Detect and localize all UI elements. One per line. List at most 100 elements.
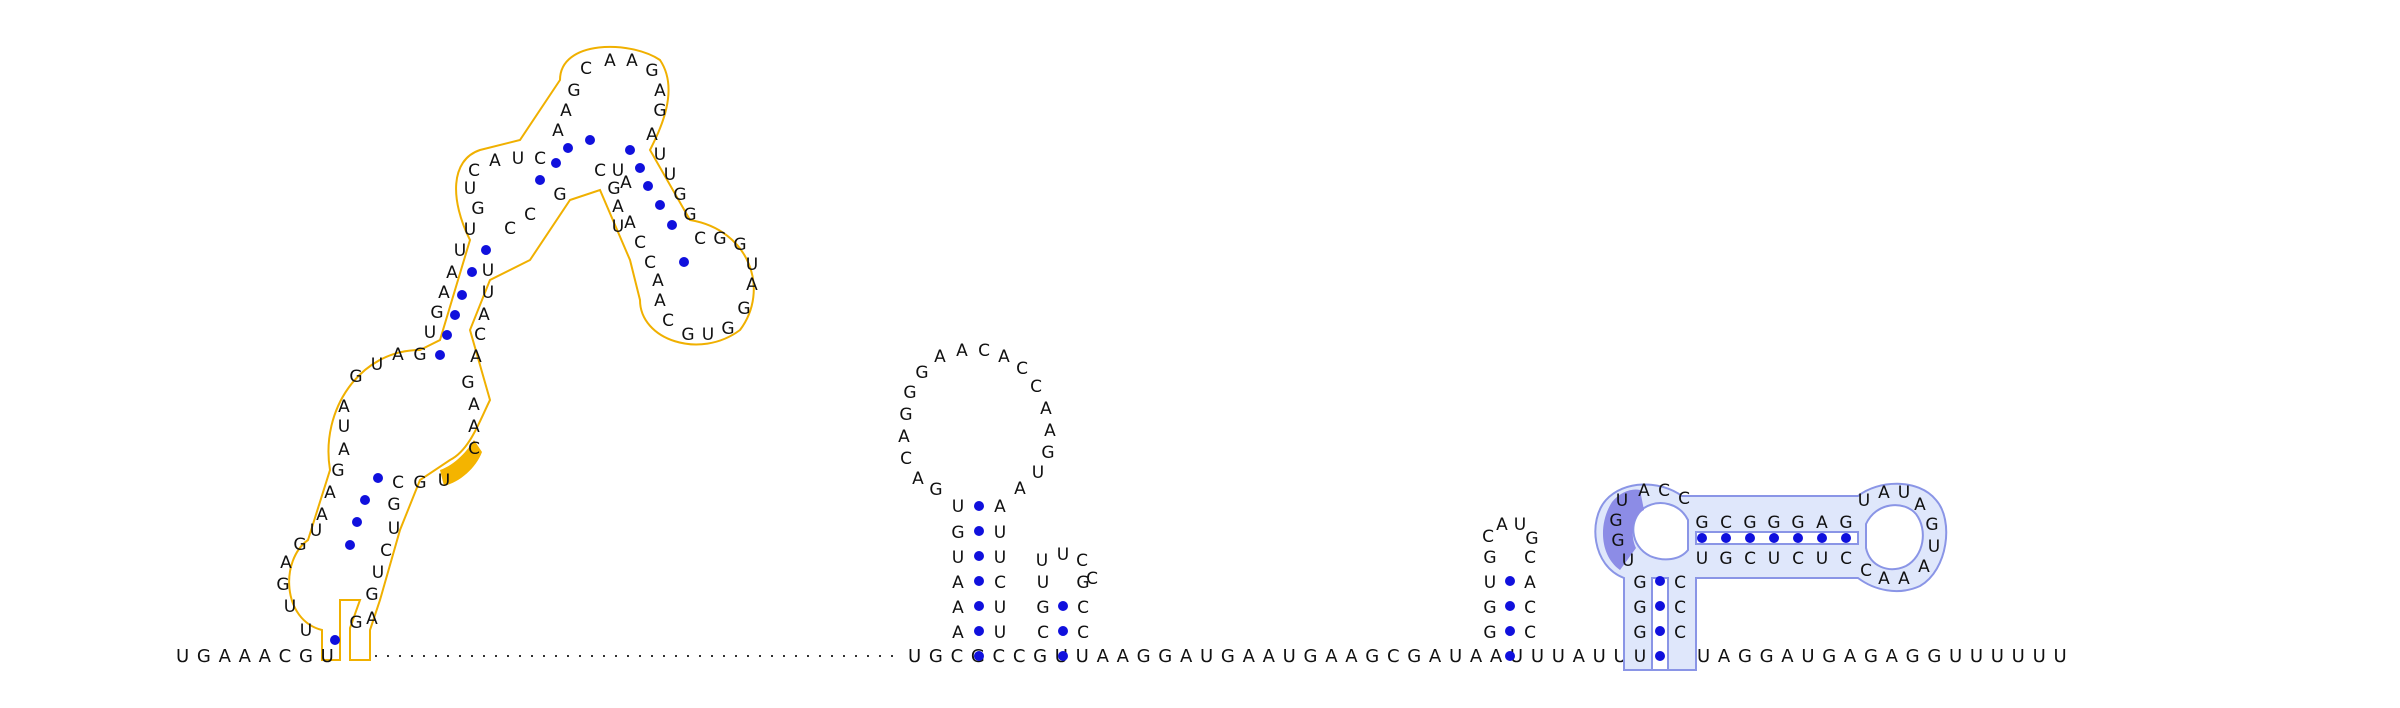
svg-text:U: U xyxy=(338,417,350,437)
svg-text:G: G xyxy=(413,473,426,493)
svg-text:C: C xyxy=(1037,623,1049,643)
svg-text:G: G xyxy=(1076,573,1089,593)
svg-text:G: G xyxy=(645,61,658,81)
svg-text:G: G xyxy=(471,199,484,219)
svg-text:A: A xyxy=(446,263,458,283)
svg-text:C: C xyxy=(1792,549,1804,569)
svg-text:G: G xyxy=(899,405,912,425)
svg-text:A: A xyxy=(438,283,450,303)
svg-text:G: G xyxy=(1695,513,1708,533)
svg-text:C: C xyxy=(1086,569,1098,589)
svg-text:G: G xyxy=(673,185,686,205)
svg-text:A: A xyxy=(952,573,964,593)
svg-text:G: G xyxy=(713,229,726,249)
svg-text:A: A xyxy=(952,598,964,618)
svg-text:U: U xyxy=(1037,573,1049,593)
svg-text:U: U xyxy=(464,179,476,199)
svg-text:A: A xyxy=(392,345,404,365)
svg-text:G: G xyxy=(1525,529,1538,549)
svg-text:G: G xyxy=(1483,548,1496,568)
svg-text:C: C xyxy=(1674,623,1686,643)
svg-text:U: U xyxy=(300,621,312,641)
svg-text:U: U xyxy=(994,548,1006,568)
middle-hairpin-pair-dots xyxy=(974,501,984,661)
svg-text:U: U xyxy=(372,563,384,583)
svg-text:C: C xyxy=(1524,548,1536,568)
svg-text:A: A xyxy=(316,505,328,525)
svg-text:C: C xyxy=(1840,549,1852,569)
svg-text:C: C xyxy=(594,161,606,181)
svg-text:G: G xyxy=(567,81,580,101)
svg-text:G: G xyxy=(929,480,942,500)
svg-text:A: A xyxy=(624,213,636,233)
svg-text:A: A xyxy=(1044,421,1056,441)
blue-right-loop xyxy=(1865,504,1924,571)
svg-text:C: C xyxy=(1077,598,1089,618)
svg-text:C: C xyxy=(1720,513,1732,533)
svg-text:U: U xyxy=(1616,491,1628,511)
svg-text:A: A xyxy=(626,51,638,71)
svg-text:A: A xyxy=(654,81,666,101)
svg-text:C: C xyxy=(1016,359,1028,379)
svg-text:U: U xyxy=(1928,537,1940,557)
svg-text:A: A xyxy=(1524,573,1536,593)
svg-text:G: G xyxy=(1483,598,1496,618)
svg-text:C: C xyxy=(1678,489,1690,509)
svg-text:U: U xyxy=(1816,549,1828,569)
svg-text:A: A xyxy=(338,440,350,460)
svg-text:A: A xyxy=(654,291,666,311)
svg-text:A: A xyxy=(956,341,968,361)
svg-text:C: C xyxy=(1524,623,1536,643)
svg-text:U: U xyxy=(464,220,476,240)
svg-text:G: G xyxy=(1036,598,1049,618)
svg-text:C: C xyxy=(662,311,674,331)
svg-text:G: G xyxy=(430,303,443,323)
svg-text:A: A xyxy=(612,197,624,217)
svg-text:U: U xyxy=(1622,551,1634,571)
svg-text:A: A xyxy=(468,417,480,437)
svg-text:G: G xyxy=(1791,513,1804,533)
svg-text:C: C xyxy=(900,449,912,469)
svg-text:A: A xyxy=(1040,399,1052,419)
blue-inner-loop xyxy=(1632,502,1689,561)
svg-text:U: U xyxy=(388,519,400,539)
svg-text:G: G xyxy=(915,363,928,383)
svg-text:A: A xyxy=(652,271,664,291)
svg-text:U: U xyxy=(952,548,964,568)
small-hairpin-mid: CGU CCG U U CC xyxy=(1036,545,1098,661)
svg-text:A: A xyxy=(912,469,924,489)
svg-text:G: G xyxy=(1767,513,1780,533)
svg-text:U: U xyxy=(454,241,466,261)
orange-pair-dots xyxy=(330,135,689,645)
svg-text:A: A xyxy=(1898,569,1910,589)
svg-text:C: C xyxy=(978,341,990,361)
svg-text:U: U xyxy=(1036,551,1048,571)
svg-text:C: C xyxy=(1674,598,1686,618)
svg-text:A: A xyxy=(1878,569,1890,589)
svg-text:A: A xyxy=(1496,515,1508,535)
svg-text:C: C xyxy=(644,253,656,273)
svg-text:U: U xyxy=(612,217,624,237)
svg-text:G: G xyxy=(349,613,362,633)
svg-text:A: A xyxy=(324,483,336,503)
svg-text:C: C xyxy=(380,541,392,561)
svg-text:U: U xyxy=(952,497,964,517)
svg-text:U: U xyxy=(371,355,383,375)
svg-text:G: G xyxy=(413,345,426,365)
svg-text:C: C xyxy=(468,161,480,181)
svg-text:U: U xyxy=(482,261,494,281)
svg-text:C: C xyxy=(1524,598,1536,618)
svg-text:G: G xyxy=(1743,513,1756,533)
svg-text:G: G xyxy=(737,299,750,319)
small-hairpin-right-pair-dots xyxy=(1505,576,1515,661)
svg-text:C: C xyxy=(1674,573,1686,593)
svg-text:G: G xyxy=(1483,623,1496,643)
svg-text:G: G xyxy=(387,495,400,515)
svg-text:U: U xyxy=(310,521,322,541)
svg-text:A: A xyxy=(898,427,910,447)
svg-text:C: C xyxy=(994,573,1006,593)
svg-text:C: C xyxy=(1482,527,1494,547)
svg-text:G: G xyxy=(681,325,694,345)
svg-text:U: U xyxy=(284,597,296,617)
